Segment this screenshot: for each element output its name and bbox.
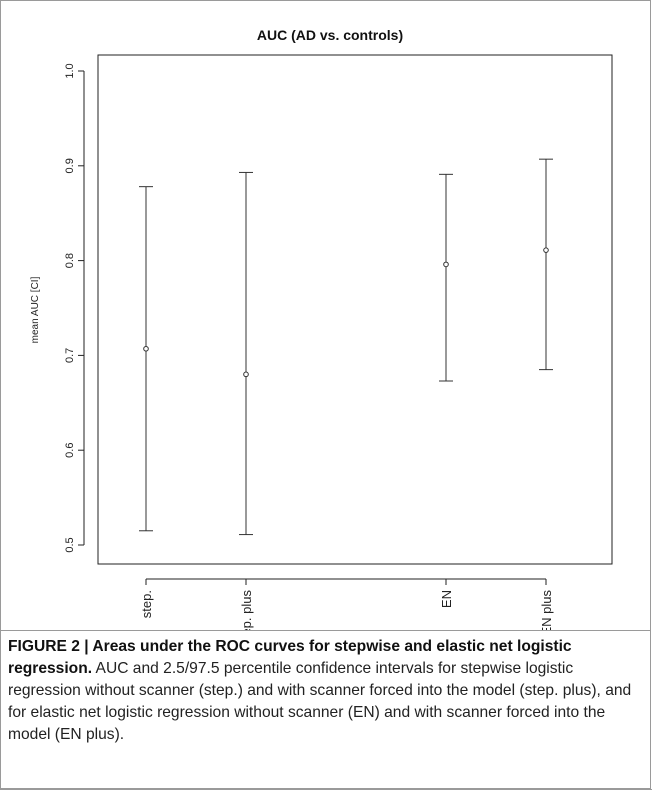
y-tick-label: 0.8 [64, 253, 76, 268]
error-bar-series [139, 158, 553, 536]
error-bar [139, 186, 153, 532]
x-axis: step. step. plus EN EN plus [139, 578, 554, 630]
figure-caption: FIGURE 2 | Areas under the ROC curves fo… [8, 636, 640, 746]
caption-figure-label: FIGURE 2 | Areas under the ROC curves fo… [8, 638, 572, 677]
chart-title: AUC (AD vs. controls) [257, 27, 403, 43]
mean-point [443, 261, 449, 268]
y-axis: 0.5 0.6 0.7 0.8 0.9 1.0 [64, 63, 85, 553]
mean-point [543, 247, 549, 253]
error-bar [239, 171, 253, 536]
bottom-rule [0, 789, 652, 790]
y-tick-label: 0.7 [64, 348, 76, 363]
y-tick-label: 0.6 [64, 443, 76, 458]
mean-point [243, 371, 249, 378]
x-tick-label: EN [439, 590, 454, 608]
x-tick-label: step. plus [239, 590, 254, 630]
error-bar [539, 158, 553, 371]
mean-point [143, 345, 149, 352]
chart: AUC (AD vs. controls) mean AUC [CI] 0.50… [30, 27, 613, 630]
plot-box [97, 54, 613, 565]
caption-divider [0, 630, 651, 631]
y-axis-label: mean AUC [CI] [30, 276, 41, 343]
y-tick-label: 1.0 [64, 63, 76, 78]
x-tick-label: step. [139, 590, 154, 618]
error-bar [439, 173, 453, 382]
y-tick-label: 0.9 [64, 158, 76, 173]
x-tick-label: EN plus [539, 590, 554, 630]
y-tick-label: 0.5 [64, 537, 76, 552]
caption-text: AUC and 2.5/97.5 percentile confidence i… [8, 660, 632, 743]
